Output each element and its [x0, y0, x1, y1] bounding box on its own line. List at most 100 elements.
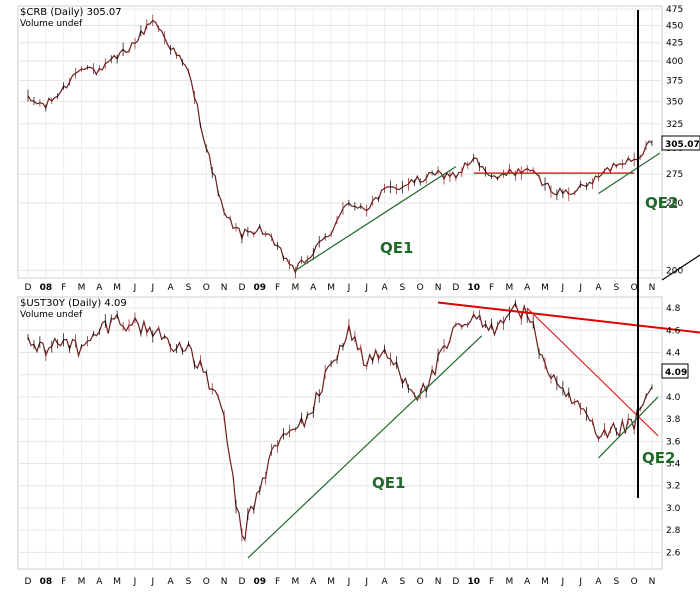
- x-tick-label: J: [364, 283, 368, 293]
- x-tick-label: J: [133, 577, 137, 587]
- x-tick-label: M: [327, 577, 335, 587]
- x-tick-label: D: [238, 577, 245, 587]
- crb-last-value-box: [661, 135, 700, 151]
- x-tick-label: O: [631, 283, 638, 293]
- x-tick-label: A: [96, 577, 103, 587]
- x-tick-label: M: [292, 577, 300, 587]
- x-tick-label: S: [400, 577, 406, 587]
- x-tick-label: O: [203, 283, 210, 293]
- y-tick-label: 425: [666, 39, 683, 49]
- crb-title: $CRB (Daily) 305.07: [20, 7, 122, 18]
- ust30y-x-ticks: D 08 F M A M J J A S O N D 09 F M A M J J A S O N D 10 F M A M J J A S O N: [25, 577, 656, 587]
- x-tick-label: A: [310, 577, 317, 587]
- y-tick-label: 4.4: [666, 349, 681, 359]
- crb-series-line: [27, 19, 653, 275]
- crb-x-ticks: D 08 F M A M J J A S O N D 09 F M A M J J A S O N D 10 F M A M J J A S O N: [25, 283, 656, 293]
- y-tick-label: 325: [666, 120, 683, 130]
- y-tick-label: 2.8: [666, 526, 681, 536]
- crb-qe1-trendline: [295, 166, 457, 271]
- x-tick-label: M: [541, 283, 549, 293]
- y-tick-label: 400: [666, 57, 683, 67]
- x-tick-label: D: [452, 283, 459, 293]
- x-tick-label: O: [631, 577, 638, 587]
- x-tick-label: M: [541, 577, 549, 587]
- y-tick-label: 200: [666, 266, 683, 276]
- y-tick-label: 350: [666, 97, 683, 107]
- x-tick-label: N: [435, 283, 442, 293]
- x-tick-label: J: [347, 577, 351, 587]
- ust30y-series-line: [27, 302, 653, 542]
- x-tick-label: J: [561, 283, 565, 293]
- x-tick-label: D: [452, 577, 459, 587]
- x-tick-label: O: [203, 577, 210, 587]
- crb-y-ticks: 200250275300325350375400425450475: [666, 5, 683, 276]
- x-tick-label: N: [221, 577, 228, 587]
- y-tick-label: 3.2: [666, 482, 680, 492]
- qe2-top-label: QE2: [645, 194, 678, 212]
- ust30y-qe1-trendline: [247, 335, 483, 559]
- crb-last-value: 305.07: [665, 140, 700, 150]
- ust30y-resistance-line: [437, 301, 700, 334]
- x-tick-label: N: [435, 577, 442, 587]
- x-tick-label: O: [417, 577, 424, 587]
- x-tick-label: A: [310, 283, 317, 293]
- y-tick-label: 3.0: [666, 504, 681, 514]
- x-tick-label: A: [524, 577, 531, 587]
- y-tick-label: 4.0: [666, 393, 681, 403]
- qe2-bottom-label: QE2: [642, 449, 675, 467]
- x-tick-label: M: [292, 283, 300, 293]
- crb-panel: D 08 F M A M J J A S O N D 09 F M A M J J A S O N D 10 F M A M J J A S O N …: [17, 5, 700, 293]
- y-tick-label: 4.6: [666, 326, 681, 336]
- crb-qe2-trendline: [598, 152, 661, 194]
- x-tick-label: S: [613, 283, 619, 293]
- y-tick-label: 3.8: [666, 415, 681, 425]
- ust30y-plot-area: [17, 296, 663, 570]
- x-tick-label: J: [133, 283, 137, 293]
- x-tick-label: D: [25, 577, 32, 587]
- x-tick-label: A: [524, 283, 531, 293]
- x-tick-label: M: [78, 577, 86, 587]
- x-tick-label: D: [238, 283, 245, 293]
- x-tick-label: M: [505, 283, 513, 293]
- y-tick-label: 375: [666, 77, 683, 87]
- x-tick-label: 09: [254, 283, 267, 293]
- x-tick-label: O: [417, 283, 424, 293]
- x-tick-label: J: [150, 577, 154, 587]
- qe1-bottom-label: QE1: [372, 474, 405, 492]
- y-tick-label: 250: [666, 199, 683, 209]
- ust30y-reference-lines: [247, 301, 700, 559]
- x-tick-label: J: [561, 577, 565, 587]
- crb-outer-line: [661, 254, 700, 281]
- x-tick-label: J: [150, 283, 154, 293]
- x-tick-label: F: [61, 577, 66, 587]
- ust30y-qe2-trendline: [598, 396, 659, 459]
- x-tick-label: N: [221, 283, 228, 293]
- ust30y-y-ticks: 2.62.83.03.23.43.63.84.04.24.44.64.8: [666, 304, 681, 558]
- x-tick-label: F: [489, 577, 494, 587]
- crb-subtitle: Volume undef: [20, 19, 83, 29]
- x-tick-label: S: [613, 577, 619, 587]
- x-tick-label: F: [61, 283, 66, 293]
- ust30y-subtitle: Volume undef: [20, 310, 83, 320]
- crb-price-series: [27, 14, 653, 279]
- y-tick-label: 275: [666, 170, 683, 180]
- x-tick-label: A: [595, 577, 602, 587]
- y-tick-label: 3.6: [666, 437, 681, 447]
- y-tick-label: 2.6: [666, 548, 681, 558]
- x-tick-label: A: [96, 283, 103, 293]
- x-tick-label: A: [381, 577, 388, 587]
- x-tick-label: M: [327, 283, 335, 293]
- x-tick-label: F: [275, 577, 280, 587]
- ust30y-title: $UST30Y (Daily) 4.09: [20, 298, 127, 309]
- x-tick-label: J: [364, 577, 368, 587]
- x-tick-label: F: [489, 283, 494, 293]
- x-tick-label: J: [347, 283, 351, 293]
- x-tick-label: S: [186, 577, 192, 587]
- x-tick-label: M: [113, 283, 121, 293]
- crb-plot-area: [17, 5, 663, 279]
- x-tick-label: D: [25, 283, 32, 293]
- x-tick-label: F: [275, 283, 280, 293]
- x-tick-label: 10: [467, 283, 480, 293]
- x-tick-label: 10: [467, 577, 480, 587]
